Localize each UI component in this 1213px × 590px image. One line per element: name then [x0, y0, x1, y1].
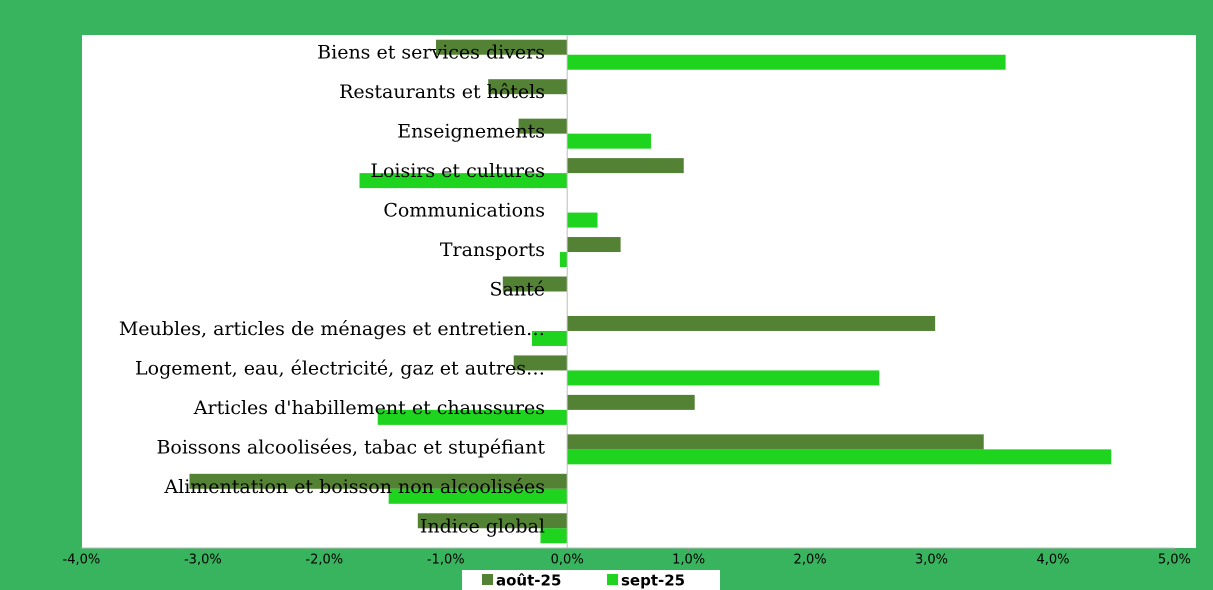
x-tick-label: -1,0%: [427, 553, 465, 568]
category-label: Transports: [440, 239, 545, 261]
bar: [567, 370, 880, 386]
category-label: Enseignements: [397, 121, 545, 143]
bar: [567, 449, 1112, 465]
bar: [417, 513, 568, 529]
bar: [388, 488, 568, 504]
x-tick-label: 4,0%: [1036, 553, 1069, 568]
bar: [436, 39, 568, 55]
legend-swatch: [482, 574, 493, 585]
bar: [559, 252, 568, 268]
bar: [567, 212, 598, 228]
x-tick-label: 2,0%: [794, 553, 827, 568]
x-tick-label: 1,0%: [672, 553, 705, 568]
bar: [189, 473, 568, 489]
x-tick-label: -2,0%: [305, 553, 343, 568]
bar: [567, 315, 936, 331]
bar: [567, 158, 684, 174]
bar: [540, 528, 568, 544]
x-tick-label: -4,0%: [63, 553, 101, 568]
bar: [518, 118, 568, 134]
category-label: Articles d'habillement et chaussures: [193, 397, 545, 419]
x-tick-label: -3,0%: [184, 553, 222, 568]
bar: [377, 409, 568, 425]
category-label: Meubles, articles de ménages et entretie…: [119, 318, 545, 340]
legend-swatch: [607, 574, 618, 585]
category-label: Communications: [383, 200, 545, 222]
bar: [567, 237, 621, 253]
bar: [567, 394, 695, 410]
legend-box: [462, 570, 720, 590]
category-label: Boissons alcoolisées, tabac et stupéfian…: [156, 436, 545, 458]
bar: [567, 54, 1006, 70]
legend-label: sept-25: [621, 572, 685, 590]
bar: [359, 173, 568, 189]
category-label: Loisirs et cultures: [370, 160, 545, 182]
category-label: Restaurants et hôtels: [339, 81, 545, 103]
x-tick-label: 5,0%: [1158, 553, 1191, 568]
category-label: Alimentation et boisson non alcoolisées: [163, 476, 545, 498]
bar: [531, 330, 568, 346]
category-label: Santé: [490, 279, 545, 301]
x-tick-label: 0,0%: [551, 553, 584, 568]
bar: [502, 276, 568, 292]
bar: [513, 355, 568, 371]
category-label: Biens et services divers: [317, 42, 545, 64]
category-label: Logement, eau, électricité, gaz et autre…: [135, 357, 545, 379]
bar: [567, 133, 651, 149]
bar: [567, 434, 984, 450]
legend-label: août-25: [496, 572, 561, 590]
bar: [488, 79, 568, 95]
category-label: Indice global: [420, 515, 545, 537]
x-tick-label: 3,0%: [915, 553, 948, 568]
plot-area: [82, 35, 1196, 548]
